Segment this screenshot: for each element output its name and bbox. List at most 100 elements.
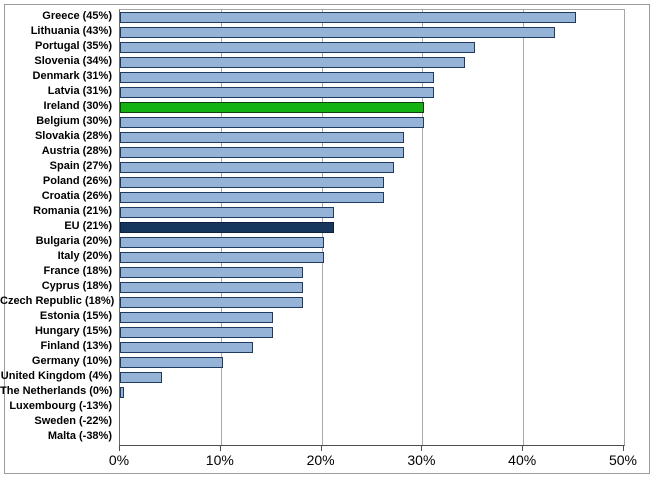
bar-slovenia <box>120 57 465 68</box>
chart-row <box>120 400 624 415</box>
category-label: Latvia (31%) <box>47 85 112 97</box>
chart-row <box>120 370 624 385</box>
bar-portugal <box>120 42 475 53</box>
category-label: EU (21%) <box>64 220 112 232</box>
bar-hungary <box>120 327 274 338</box>
bars-container <box>120 10 624 445</box>
category-label: Denmark (31%) <box>32 70 112 82</box>
category-label: Bulgaria (20%) <box>35 235 112 247</box>
x-axis-tick <box>421 445 423 451</box>
bar-belgium <box>120 117 425 128</box>
category-label: Italy (20%) <box>57 250 112 262</box>
category-label: Malta (-38%) <box>47 430 112 442</box>
chart-row <box>120 70 624 85</box>
bar-france <box>120 267 304 278</box>
category-label: United Kingdom (4%) <box>0 370 112 382</box>
x-axis-tick-label: 50% <box>608 452 638 468</box>
category-label: Belgium (30%) <box>36 115 112 127</box>
x-axis-tick <box>623 445 624 451</box>
bar-czech-republic <box>120 297 304 308</box>
x-axis-tick-label: 30% <box>407 452 436 468</box>
chart-row <box>120 430 624 445</box>
bar-poland <box>120 177 385 188</box>
chart-row <box>120 250 624 265</box>
category-label: Spain (27%) <box>49 160 112 172</box>
category-label: France (18%) <box>43 265 112 277</box>
category-label: Poland (26%) <box>42 175 112 187</box>
category-label: Sweden (-22%) <box>34 415 112 427</box>
category-label: Germany (10%) <box>31 355 112 367</box>
chart-row <box>120 85 624 100</box>
x-axis-tick-label: 0% <box>108 452 130 468</box>
category-label: Austria (28%) <box>41 145 112 157</box>
gridline <box>422 10 424 445</box>
category-label: The Netherlands (0%) <box>0 385 113 397</box>
chart-row <box>120 160 624 175</box>
bar-united-kingdom <box>120 372 163 383</box>
category-label: Slovenia (34%) <box>34 55 112 67</box>
chart-row <box>120 355 624 370</box>
x-axis-tick <box>219 445 221 451</box>
bar-croatia <box>120 192 385 203</box>
bar-germany <box>120 357 223 368</box>
category-label: Cyprus (18%) <box>41 280 112 292</box>
bar-slovakia <box>120 132 405 143</box>
category-label: Czech Republic (18%) <box>0 295 115 307</box>
x-axis-tick-label: 20% <box>306 452 335 468</box>
category-label: Ireland (30%) <box>43 100 112 112</box>
bar-estonia <box>120 312 274 323</box>
chart-row <box>120 40 624 55</box>
chart-row <box>120 130 624 145</box>
category-label: Luxembourg (-13%) <box>9 400 112 412</box>
chart-row <box>120 115 624 130</box>
chart-row <box>120 235 624 250</box>
category-axis: Greece (45%) Lithuania (43%) Portugal (35%… <box>0 9 115 444</box>
bar-denmark <box>120 72 435 83</box>
bar-latvia <box>120 87 435 98</box>
bar-romania <box>120 207 334 218</box>
plot-area <box>119 9 625 446</box>
bar-bulgaria <box>120 237 324 248</box>
chart-row <box>120 220 624 235</box>
bar-lithuania <box>120 27 556 38</box>
category-label: Romania (21%) <box>33 205 112 217</box>
chart-row <box>120 100 624 115</box>
chart-row <box>120 205 624 220</box>
chart-row <box>120 190 624 205</box>
category-label: Estonia (15%) <box>39 310 112 322</box>
chart-row <box>120 415 624 430</box>
chart-row <box>120 310 624 325</box>
x-axis-tick <box>119 445 120 451</box>
chart-row <box>120 325 624 340</box>
chart-row <box>120 145 624 160</box>
bar-ireland <box>120 102 425 113</box>
gridline <box>523 10 525 445</box>
category-label: Greece (45%) <box>42 10 112 22</box>
x-axis-tick-label: 40% <box>508 452 537 468</box>
category-label: Hungary (15%) <box>34 325 112 337</box>
category-label: Portugal (35%) <box>34 40 112 52</box>
chart-row <box>120 385 624 400</box>
bar-finland <box>120 342 254 353</box>
chart-row <box>120 25 624 40</box>
chart-row <box>120 295 624 310</box>
bar-greece <box>120 12 576 23</box>
category-label: Lithuania (43%) <box>30 25 112 37</box>
chart-row <box>120 55 624 70</box>
chart-row <box>120 340 624 355</box>
bar-the-netherlands <box>120 387 124 398</box>
chart-row <box>120 280 624 295</box>
category-label: Finland (13%) <box>40 340 112 352</box>
chart-row <box>120 265 624 280</box>
bar-italy <box>120 252 324 263</box>
bar-cyprus <box>120 282 304 293</box>
bar-austria <box>120 147 405 158</box>
bar-spain <box>120 162 395 173</box>
x-axis-tick-label: 10% <box>205 452 234 468</box>
bar-eu <box>120 222 334 233</box>
x-axis-tick <box>522 445 524 451</box>
category-label: Slovakia (28%) <box>34 130 112 142</box>
chart-row <box>120 175 624 190</box>
chart-row <box>120 10 624 25</box>
